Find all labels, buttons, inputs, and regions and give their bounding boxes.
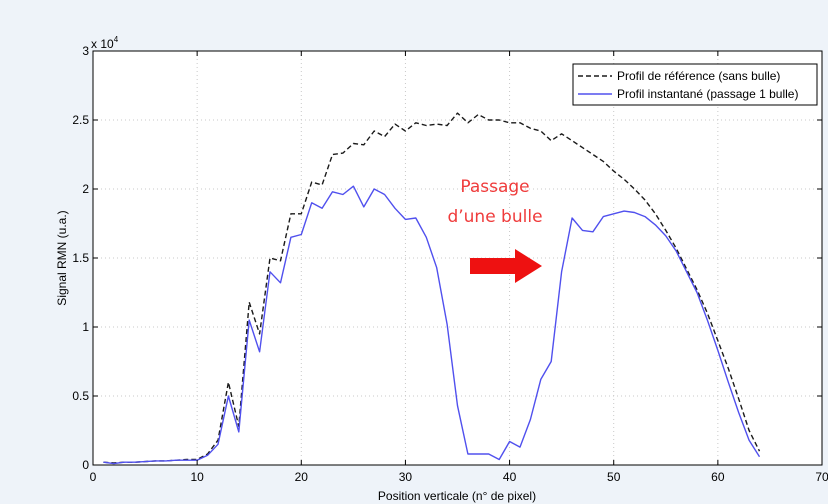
arrow-right-icon bbox=[470, 249, 542, 283]
y-tick-label: 2.5 bbox=[72, 113, 89, 127]
y-exponent-power: 4 bbox=[114, 35, 119, 44]
y-tick-label: 0.5 bbox=[72, 389, 89, 403]
x-axis-title: Position verticale (n° de pixel) bbox=[378, 489, 536, 503]
y-exponent-label: x 104 bbox=[91, 35, 119, 51]
x-tick-label: 0 bbox=[90, 470, 97, 484]
tick-labels: 0 10 20 30 40 50 60 70 0 0.5 1 1.5 2 2.5 3 bbox=[72, 44, 828, 484]
x-tick-label: 50 bbox=[607, 470, 621, 484]
bubble-annotation: Passage d’une bulle bbox=[447, 177, 543, 283]
y-tick-label: 1.5 bbox=[72, 251, 89, 265]
legend: Profil de référence (sans bulle) Profil … bbox=[572, 63, 818, 106]
annotation-line-1: Passage bbox=[460, 177, 529, 197]
y-tick-label: 2 bbox=[82, 182, 89, 196]
x-tick-label: 70 bbox=[815, 470, 828, 484]
y-exponent-base: x 10 bbox=[91, 37, 114, 51]
ticks bbox=[92, 50, 823, 466]
x-tick-label: 60 bbox=[711, 470, 725, 484]
y-tick-label: 3 bbox=[82, 44, 89, 58]
legend-box bbox=[572, 63, 818, 106]
y-tick-label: 0 bbox=[82, 458, 89, 472]
legend-label-reference: Profil de référence (sans bulle) bbox=[617, 69, 780, 83]
series-layer bbox=[103, 112, 761, 465]
legend-label-instant: Profil instantané (passage 1 bulle) bbox=[617, 87, 798, 101]
series-line-instant bbox=[103, 185, 761, 465]
x-tick-label: 30 bbox=[399, 470, 413, 484]
series-line-reference bbox=[103, 112, 761, 464]
y-axis-title: Signal RMN (u.a.) bbox=[55, 210, 69, 305]
grid bbox=[93, 51, 822, 465]
x-tick-label: 10 bbox=[190, 470, 204, 484]
x-tick-label: 20 bbox=[295, 470, 309, 484]
y-tick-label: 1 bbox=[82, 320, 89, 334]
annotation-line-2: d’une bulle bbox=[447, 207, 542, 227]
x-tick-label: 40 bbox=[503, 470, 517, 484]
